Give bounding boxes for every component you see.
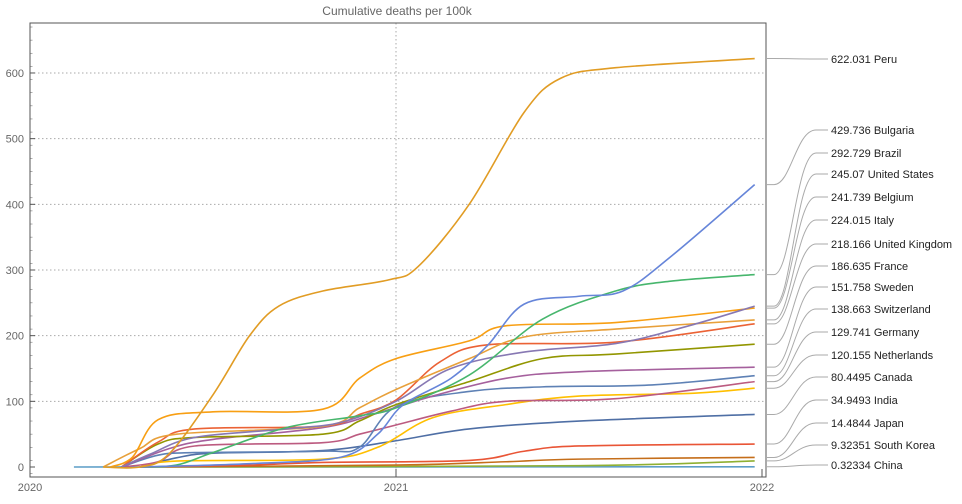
- series-label: 9.32351 South Korea: [831, 440, 936, 452]
- series-label: 80.4495 Canada: [831, 372, 913, 384]
- series-name: India: [874, 395, 899, 407]
- series-name: Switzerland: [874, 304, 931, 316]
- series-name: Germany: [874, 327, 920, 339]
- series-final-value: 292.729: [831, 148, 874, 160]
- chart-title: Cumulative deaths per 100k: [322, 4, 472, 18]
- series-name: United Kingdom: [874, 239, 952, 251]
- series-name: France: [874, 261, 908, 273]
- x-tick-label: 2022: [750, 482, 774, 494]
- series-label: 129.741 Germany: [831, 327, 920, 339]
- callout-line: [766, 377, 828, 414]
- series-label: 292.729 Brazil: [831, 148, 901, 160]
- series-name: Italy: [874, 215, 895, 227]
- series-label: 14.4844 Japan: [831, 418, 904, 430]
- series-final-value: 14.4844: [831, 418, 874, 430]
- callout-line: [766, 423, 828, 457]
- series-label: 151.758 Sweden: [831, 282, 914, 294]
- callout-line: [766, 445, 828, 461]
- series-name: Brazil: [874, 148, 902, 160]
- series-final-value: 34.9493: [831, 395, 874, 407]
- series-label: 34.9493 India: [831, 395, 899, 407]
- callout-line: [766, 465, 828, 467]
- series-name: China: [874, 460, 904, 472]
- series-final-value: 9.32351: [831, 440, 874, 452]
- callout-line: [766, 130, 828, 185]
- y-tick-label: 0: [18, 462, 24, 474]
- series-label: 224.015 Italy: [831, 215, 895, 227]
- series-line-canada: [140, 414, 755, 467]
- series-final-value: 224.015: [831, 215, 874, 227]
- series-final-value: 186.635: [831, 261, 874, 273]
- series-final-value: 218.166: [831, 239, 874, 251]
- series-line-belgium: [111, 308, 755, 467]
- series-lines: [74, 59, 755, 468]
- series-final-value: 622.031: [831, 54, 874, 66]
- series-final-value: 241.739: [831, 192, 874, 204]
- series-label: 241.739 Belgium: [831, 192, 914, 204]
- callout-line: [766, 309, 828, 376]
- callout-line: [766, 332, 828, 382]
- series-final-value: 429.736: [831, 125, 874, 137]
- series-final-value: 245.07: [831, 169, 868, 181]
- series-name: Peru: [874, 54, 897, 66]
- y-tick-label: 500: [6, 134, 24, 146]
- series-label: 429.736 Bulgaria: [831, 125, 915, 137]
- callout-line: [766, 197, 828, 308]
- series-final-value: 80.4495: [831, 372, 874, 384]
- series-name: Sweden: [874, 282, 914, 294]
- series-final-value: 120.155: [831, 350, 874, 362]
- series-final-value: 0.32334: [831, 460, 874, 472]
- series-final-value: 151.758: [831, 282, 874, 294]
- series-label: 218.166 United Kingdom: [831, 239, 952, 251]
- series-name: Netherlands: [874, 350, 934, 362]
- callout-line: [766, 400, 828, 444]
- callout-line: [766, 355, 828, 388]
- series-final-value: 129.741: [831, 327, 874, 339]
- series-label: 120.155 Netherlands: [831, 350, 934, 362]
- series-label: 622.031 Peru: [831, 54, 897, 66]
- series-label: 0.32334 China: [831, 460, 903, 472]
- series-final-value: 138.663: [831, 304, 874, 316]
- y-tick-label: 600: [6, 68, 24, 80]
- series-name: Belgium: [874, 192, 914, 204]
- y-tick-label: 300: [6, 265, 24, 277]
- series-label: 245.07 United States: [831, 169, 934, 181]
- series-name: Canada: [874, 372, 913, 384]
- series-line-peru: [103, 59, 754, 468]
- series-label: 186.635 France: [831, 261, 908, 273]
- series-label: 138.663 Switzerland: [831, 304, 931, 316]
- axes: 0 100 200 300 400 500 600 2020 2021 2022: [6, 23, 775, 494]
- y-tick-label: 200: [6, 331, 24, 343]
- y-tick-label: 100: [6, 396, 24, 408]
- y-tick-label: 400: [6, 199, 24, 211]
- series-name: South Korea: [874, 440, 936, 452]
- callout-line: [766, 220, 828, 320]
- x-tick-label: 2020: [18, 482, 42, 494]
- series-name: Japan: [874, 418, 904, 430]
- x-tick-label: 2021: [384, 482, 408, 494]
- series-name: United States: [868, 169, 935, 181]
- series-name: Bulgaria: [874, 125, 915, 137]
